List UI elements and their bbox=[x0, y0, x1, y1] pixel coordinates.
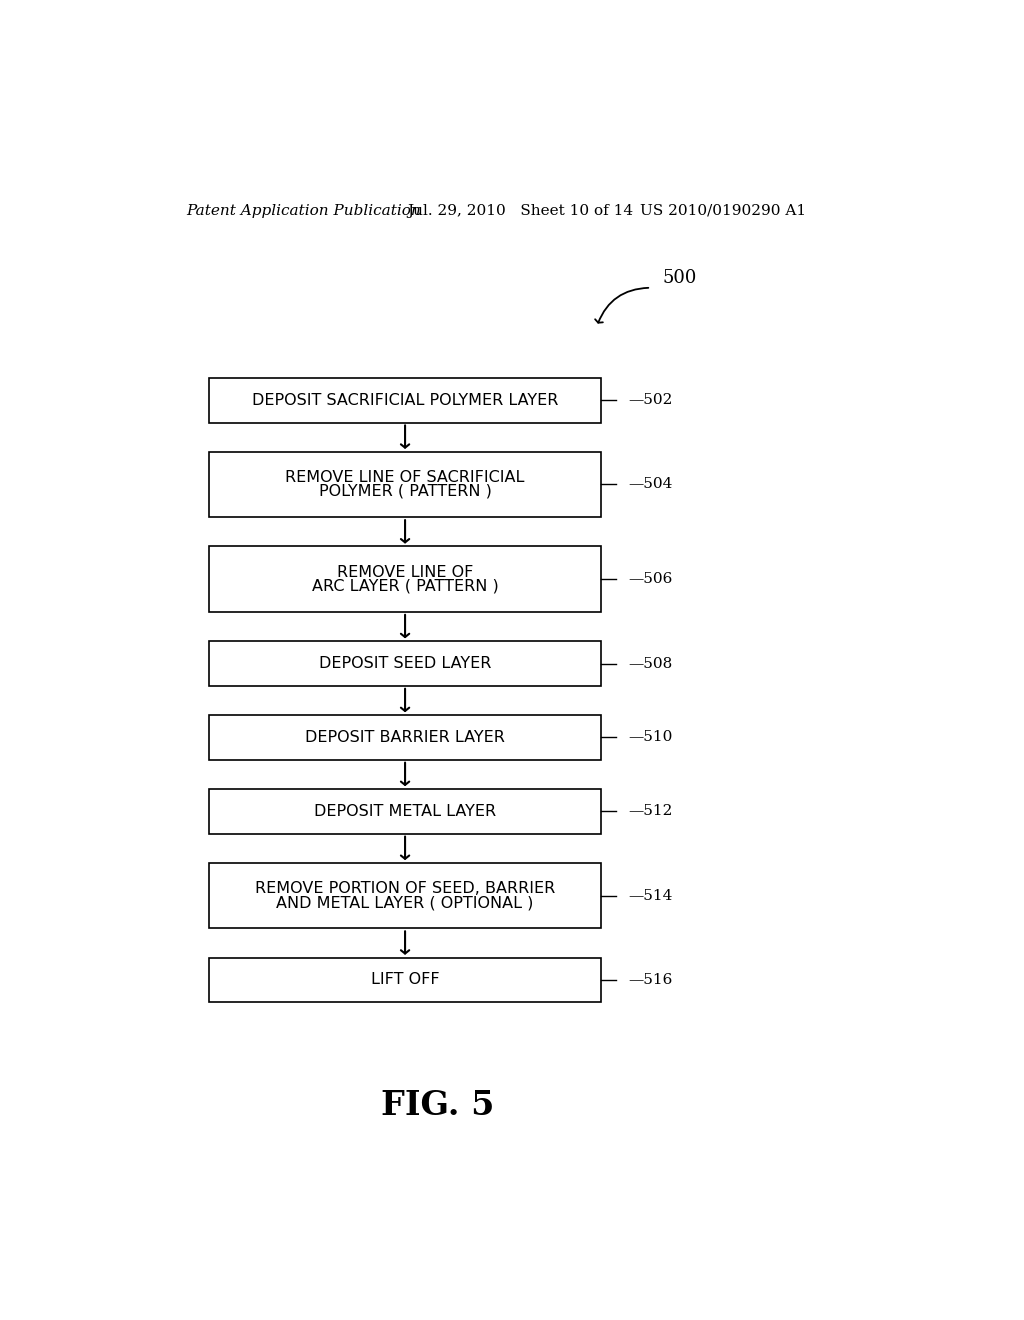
Text: —504: —504 bbox=[628, 478, 672, 491]
Text: —506: —506 bbox=[628, 572, 672, 586]
Text: REMOVE LINE OF: REMOVE LINE OF bbox=[337, 565, 473, 579]
Text: —508: —508 bbox=[628, 656, 672, 671]
Text: Patent Application Publication: Patent Application Publication bbox=[186, 203, 421, 218]
Bar bbox=[209, 642, 601, 686]
Bar bbox=[209, 789, 601, 834]
Text: Jul. 29, 2010   Sheet 10 of 14: Jul. 29, 2010 Sheet 10 of 14 bbox=[407, 203, 633, 218]
Text: —502: —502 bbox=[628, 393, 672, 407]
Text: —516: —516 bbox=[628, 973, 672, 987]
Bar bbox=[209, 378, 601, 422]
Bar bbox=[209, 715, 601, 760]
Text: US 2010/0190290 A1: US 2010/0190290 A1 bbox=[640, 203, 806, 218]
Bar bbox=[209, 958, 601, 1002]
Bar bbox=[209, 863, 601, 928]
Text: ARC LAYER ( PATTERN ): ARC LAYER ( PATTERN ) bbox=[311, 578, 499, 594]
Text: DEPOSIT SEED LAYER: DEPOSIT SEED LAYER bbox=[318, 656, 492, 671]
Text: —514: —514 bbox=[628, 888, 672, 903]
Text: FIG. 5: FIG. 5 bbox=[381, 1089, 495, 1122]
Text: REMOVE PORTION OF SEED, BARRIER: REMOVE PORTION OF SEED, BARRIER bbox=[255, 882, 555, 896]
Text: AND METAL LAYER ( OPTIONAL ): AND METAL LAYER ( OPTIONAL ) bbox=[276, 895, 534, 909]
Bar bbox=[209, 451, 601, 517]
Text: LIFT OFF: LIFT OFF bbox=[371, 973, 439, 987]
Text: —510: —510 bbox=[628, 730, 672, 744]
Text: —512: —512 bbox=[628, 804, 672, 818]
Text: 500: 500 bbox=[663, 269, 697, 286]
Text: DEPOSIT BARRIER LAYER: DEPOSIT BARRIER LAYER bbox=[305, 730, 505, 744]
Text: POLYMER ( PATTERN ): POLYMER ( PATTERN ) bbox=[318, 484, 492, 499]
Text: DEPOSIT SACRIFICIAL POLYMER LAYER: DEPOSIT SACRIFICIAL POLYMER LAYER bbox=[252, 392, 558, 408]
Text: DEPOSIT METAL LAYER: DEPOSIT METAL LAYER bbox=[314, 804, 496, 818]
Bar bbox=[209, 546, 601, 612]
Text: REMOVE LINE OF SACRIFICIAL: REMOVE LINE OF SACRIFICIAL bbox=[286, 470, 524, 484]
